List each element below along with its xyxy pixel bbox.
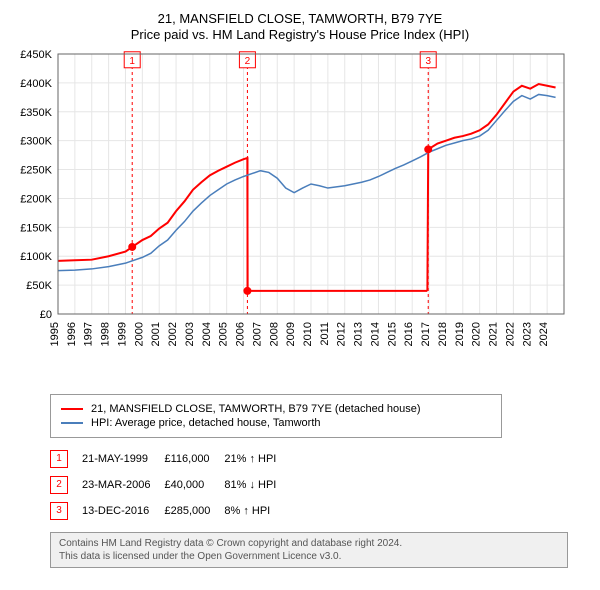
xtick-label: 2021 xyxy=(488,322,500,346)
event-row: 2 23-MAR-2006£40,00081% ↓ HPI xyxy=(50,472,290,498)
xtick-label: 2024 xyxy=(538,322,550,346)
event-marker-box: 3 xyxy=(50,502,68,520)
legend: 21, MANSFIELD CLOSE, TAMWORTH, B79 7YE (… xyxy=(50,394,502,438)
legend-label: HPI: Average price, detached house, Tamw… xyxy=(91,417,321,429)
xtick-label: 1999 xyxy=(116,322,128,346)
xtick-label: 1998 xyxy=(100,322,112,346)
event-price: £285,000 xyxy=(164,498,224,524)
ytick-label: £200K xyxy=(20,193,52,205)
xtick-label: 2009 xyxy=(285,322,297,346)
footer-line-2: This data is licensed under the Open Gov… xyxy=(59,550,559,563)
event-date: 23-MAR-2006 xyxy=(82,472,164,498)
xtick-label: 2010 xyxy=(302,322,314,346)
ytick-label: £150K xyxy=(20,222,52,234)
ytick-label: £100K xyxy=(20,251,52,263)
event-marker-box: 1 xyxy=(50,450,68,468)
event-delta: 21% ↑ HPI xyxy=(224,446,290,472)
xtick-label: 2000 xyxy=(133,322,145,346)
title-line-1: 21, MANSFIELD CLOSE, TAMWORTH, B79 7YE xyxy=(10,11,590,26)
xtick-label: 2004 xyxy=(201,322,213,346)
event-label-num: 2 xyxy=(245,56,251,67)
xtick-label: 2006 xyxy=(235,322,247,346)
xtick-label: 2013 xyxy=(353,322,365,346)
xtick-label: 2011 xyxy=(319,322,331,346)
event-label-num: 1 xyxy=(129,56,135,67)
xtick-label: 2014 xyxy=(369,322,381,346)
xtick-label: 1996 xyxy=(66,322,78,346)
ytick-label: £400K xyxy=(20,78,52,90)
xtick-label: 2002 xyxy=(167,322,179,346)
chart-title-block: 21, MANSFIELD CLOSE, TAMWORTH, B79 7YE P… xyxy=(10,11,590,42)
event-marker-box: 2 xyxy=(50,476,68,494)
xtick-label: 2012 xyxy=(336,322,348,346)
legend-row: HPI: Average price, detached house, Tamw… xyxy=(61,417,491,429)
event-row: 3 13-DEC-2016£285,0008% ↑ HPI xyxy=(50,498,290,524)
ytick-label: £250K xyxy=(20,165,52,177)
ytick-label: £0 xyxy=(40,309,52,321)
event-price: £116,000 xyxy=(164,446,224,472)
title-line-2: Price paid vs. HM Land Registry's House … xyxy=(10,27,590,42)
xtick-label: 2020 xyxy=(471,322,483,346)
legend-swatch xyxy=(61,422,83,424)
xtick-label: 1995 xyxy=(49,322,61,346)
chart-container: £0 £50K £100K £150K £200K £250K £300K £350K £400… xyxy=(10,48,590,388)
xtick-label: 2007 xyxy=(251,322,263,346)
event-price: £40,000 xyxy=(164,472,224,498)
event-row: 1 21-MAY-1999£116,00021% ↑ HPI xyxy=(50,446,290,472)
xtick-label: 2016 xyxy=(403,322,415,346)
xtick-label: 2001 xyxy=(150,322,162,346)
event-label-num: 3 xyxy=(425,56,431,67)
xtick-label: 2003 xyxy=(184,322,196,346)
price-chart: £0 £50K £100K £150K £200K £250K £300K £350K £400… xyxy=(10,48,570,388)
event-dot xyxy=(424,145,432,153)
ytick-label: £300K xyxy=(20,136,52,148)
event-date: 21-MAY-1999 xyxy=(82,446,164,472)
legend-row: 21, MANSFIELD CLOSE, TAMWORTH, B79 7YE (… xyxy=(61,403,491,415)
xtick-label: 2019 xyxy=(454,322,466,346)
event-date: 13-DEC-2016 xyxy=(82,498,164,524)
xtick-label: 2005 xyxy=(218,322,230,346)
xtick-label: 2018 xyxy=(437,322,449,346)
xtick-label: 1997 xyxy=(83,322,95,346)
event-delta: 81% ↓ HPI xyxy=(224,472,290,498)
event-dot xyxy=(128,243,136,251)
xtick-label: 2015 xyxy=(386,322,398,346)
ytick-label: £350K xyxy=(20,107,52,119)
event-dot xyxy=(243,287,251,295)
xtick-label: 2017 xyxy=(420,322,432,346)
event-delta: 8% ↑ HPI xyxy=(224,498,290,524)
xtick-label: 2022 xyxy=(504,322,516,346)
legend-swatch xyxy=(61,408,83,410)
xtick-label: 2023 xyxy=(521,322,533,346)
legend-label: 21, MANSFIELD CLOSE, TAMWORTH, B79 7YE (… xyxy=(91,403,421,415)
xtick-label: 2008 xyxy=(268,322,280,346)
footer-line-1: Contains HM Land Registry data © Crown c… xyxy=(59,537,559,550)
attribution-footer: Contains HM Land Registry data © Crown c… xyxy=(50,532,568,568)
events-table: 1 21-MAY-1999£116,00021% ↑ HPI 2 23-MAR-200… xyxy=(50,446,290,524)
ytick-label: £450K xyxy=(20,49,52,61)
ytick-label: £50K xyxy=(26,280,52,292)
